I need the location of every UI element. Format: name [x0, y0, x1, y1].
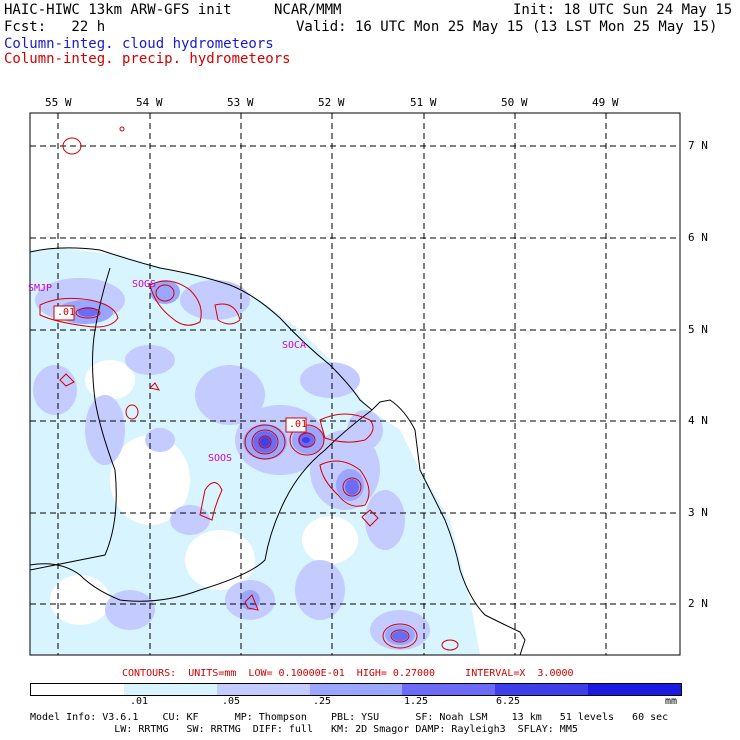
lat-label: 5 N	[688, 323, 708, 336]
map-frame	[29, 112, 681, 656]
legend-swatch	[588, 684, 682, 695]
legend-unit: mm	[665, 696, 678, 707]
lon-label: 50 W	[501, 96, 528, 109]
legend-swatch	[309, 684, 403, 695]
legend-label: .01	[130, 696, 149, 707]
legend-swatch	[402, 684, 496, 695]
cloud-field-label: Column-integ. cloud hydrometeors	[4, 36, 274, 52]
lon-label: 52 W	[318, 96, 345, 109]
lon-label: 54 W	[136, 96, 163, 109]
organization-label: NCAR/MMM	[274, 2, 342, 18]
precip-contours	[39, 126, 459, 651]
contour-label: .01	[57, 307, 76, 318]
coastline	[30, 247, 526, 655]
contour-label: .01	[289, 419, 308, 430]
lon-label: 49 W	[592, 96, 619, 109]
station-label: SMJP	[28, 283, 53, 294]
legend-swatch	[216, 684, 310, 695]
lat-label: 2 N	[688, 597, 708, 610]
legend-swatch	[31, 684, 124, 695]
valid-time: Valid: 16 UTC Mon 25 May 15 (13 LST Mon …	[296, 19, 718, 35]
init-time: Init: 18 UTC Sun 24 May 15	[513, 2, 733, 18]
plot-title: HAIC-HIWC 13km ARW-GFS init	[4, 2, 232, 18]
legend-label: 1.25	[404, 696, 429, 707]
model-info-line1: Model Info: V3.6.1 CU: KF MP: Thompson P…	[30, 712, 669, 723]
lat-label: 6 N	[688, 231, 708, 244]
station-label: SOCA	[282, 340, 307, 351]
color-legend	[30, 683, 682, 696]
graticule	[30, 113, 680, 655]
station-label: SOGS	[132, 279, 157, 290]
cloud-field	[30, 248, 480, 655]
contour-info: CONTOURS: UNITS=mm LOW= 0.10000E-01 HIGH…	[122, 668, 574, 679]
legend-swatch	[495, 684, 589, 695]
lat-label: 7 N	[688, 139, 708, 152]
legend-label: 6.25	[496, 696, 521, 707]
station-label: SOOS	[208, 453, 233, 464]
lat-label: 4 N	[688, 414, 708, 427]
legend-label: .25	[313, 696, 332, 707]
legend-label: .05	[222, 696, 241, 707]
lat-label: 3 N	[688, 506, 708, 519]
lon-label: 53 W	[227, 96, 254, 109]
lon-label: 51 W	[410, 96, 437, 109]
legend-swatch	[123, 684, 217, 695]
border-french-guiana	[30, 409, 373, 602]
border-suriname	[30, 267, 117, 571]
precip-field-label: Column-integ. precip. hydrometeors	[4, 51, 291, 67]
model-info-line2: LW: RRTMG SW: RRTMG DIFF: full KM: 2D Sm…	[30, 724, 578, 735]
lon-label: 55 W	[45, 96, 72, 109]
forecast-hour: Fcst: 22 h	[4, 19, 106, 35]
